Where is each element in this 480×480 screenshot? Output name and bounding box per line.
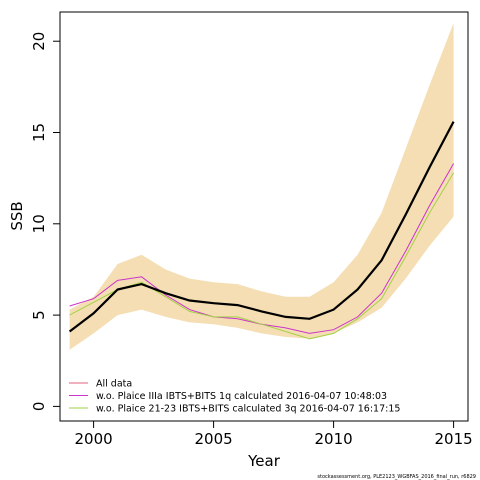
x-tick-label: 2005 (195, 430, 233, 448)
x-tick-label: 2010 (315, 430, 353, 448)
y-tick-label: 15 (30, 123, 48, 142)
x-tick-label: 2015 (435, 430, 473, 448)
confidence-band-layer (69, 23, 454, 350)
footnote: stockassessment.org, PLE2123_WGBFAS_2016… (317, 474, 476, 480)
x-tick-label: 2000 (75, 430, 113, 448)
y-tick-label: 0 (30, 402, 48, 412)
y-axis-title: SSB (8, 201, 26, 230)
y-axis: 0 5 10 15 20 (30, 32, 61, 412)
y-tick-label: 10 (30, 214, 48, 233)
series-layer (68, 121, 455, 340)
y-tick-label: 20 (30, 32, 48, 51)
series-line-all-data (68, 121, 455, 333)
x-axis: 2000 2005 2010 2015 (75, 420, 473, 448)
legend-label: w.o. Plaice IIIa IBTS+BITS 1q calculated… (96, 391, 387, 402)
legend-label: All data (96, 379, 132, 390)
y-tick-label: 5 (30, 310, 48, 320)
series-line-run-2 (69, 172, 455, 340)
legend-label: w.o. Plaice 21-23 IBTS+BITS calculated 3… (96, 404, 400, 415)
confidence-band (69, 23, 454, 350)
x-axis-title: Year (247, 452, 281, 470)
